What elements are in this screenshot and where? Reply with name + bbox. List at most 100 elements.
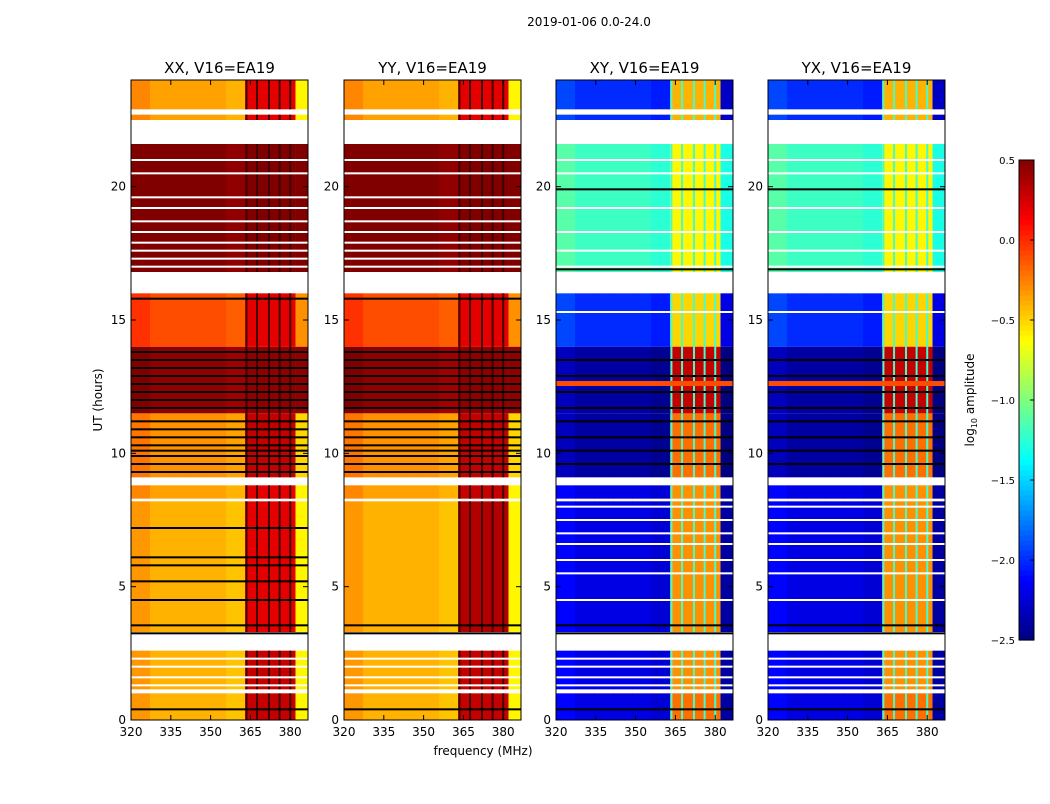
- zero-line: [131, 449, 308, 452]
- heatmap-cell: [932, 413, 945, 478]
- heatmap-cell: [670, 346, 721, 414]
- heatmap-cell: [806, 485, 826, 499]
- heatmap-cell: [632, 485, 652, 499]
- channel-separator: [670, 650, 673, 690]
- colorbar-segment: [1019, 240, 1034, 246]
- zero-line: [131, 599, 308, 601]
- heatmap-cell: [825, 346, 845, 414]
- channel-separator: [904, 650, 907, 690]
- colorbar-segment: [1019, 230, 1034, 236]
- heatmap-cell: [458, 80, 509, 110]
- y-tick-label: 15: [324, 313, 339, 327]
- colorbar-segment: [1019, 375, 1034, 381]
- heatmap-cell: [632, 293, 652, 347]
- colorbar-segment: [1019, 275, 1034, 281]
- colorbar-segment: [1019, 430, 1034, 436]
- colorbar-segment: [1019, 390, 1034, 396]
- heatmap-cell: [226, 485, 246, 499]
- zero-line: [131, 455, 308, 457]
- heatmap-cell: [226, 114, 246, 120]
- zero-line: [344, 449, 521, 452]
- heatmap-cell: [207, 114, 227, 120]
- heatmap-cell: [295, 80, 308, 110]
- heatmap-cell: [882, 650, 933, 690]
- heatmap-cell: [439, 346, 459, 414]
- heatmap-cell: [594, 293, 614, 347]
- channel-separator: [278, 693, 281, 720]
- colorbar-segment: [1019, 220, 1034, 226]
- panel-2: XY, V16=EA19 320 335 350 365 380 0 5 10 15 20: [536, 59, 734, 739]
- channel-separator: [692, 413, 695, 478]
- channel-separator: [267, 114, 270, 120]
- colorbar-segment: [1019, 385, 1034, 391]
- heatmap-cell: [188, 485, 208, 499]
- channel-separator: [893, 413, 896, 478]
- zero-line: [131, 375, 308, 377]
- heatmap-cell: [632, 80, 652, 110]
- zero-line: [768, 449, 945, 452]
- heatmap-cell: [439, 650, 459, 690]
- flagged-line: [131, 257, 308, 260]
- heatmap-cell: [295, 346, 308, 414]
- colorbar-segment: [1019, 585, 1034, 591]
- colorbar-segment: [1019, 260, 1034, 266]
- heatmap-cell: [508, 80, 521, 110]
- channel-separator: [480, 346, 483, 414]
- channel-separator: [714, 693, 717, 720]
- x-tick-label: 335: [372, 725, 395, 739]
- heatmap-cell: [806, 346, 826, 414]
- heatmap-cell: [401, 485, 421, 499]
- zero-line: [131, 367, 308, 369]
- channel-separator: [480, 485, 483, 499]
- heatmap-cell: [806, 693, 826, 720]
- channel-separator: [926, 693, 929, 720]
- heatmap-cell: [188, 346, 208, 414]
- heatmap-cell: [651, 485, 671, 499]
- channel-separator: [714, 293, 717, 347]
- y-tick-label: 10: [748, 446, 763, 460]
- channel-separator: [692, 693, 695, 720]
- x-tick-label: 365: [452, 725, 475, 739]
- channel-separator: [267, 80, 270, 110]
- heatmap-cell: [768, 413, 788, 478]
- zero-line: [131, 708, 308, 711]
- x-tick-label: 365: [239, 725, 262, 739]
- colorbar-tick-label: −1.0: [991, 396, 1015, 407]
- colorbar-segment: [1019, 305, 1034, 311]
- heatmap-cell: [508, 501, 521, 632]
- x-tick-label: 320: [545, 725, 568, 739]
- flagged-line: [768, 532, 945, 535]
- y-tick-label: 5: [118, 580, 126, 594]
- flagged-line: [556, 505, 733, 508]
- channel-separator: [469, 485, 472, 499]
- heatmap-cell: [363, 485, 383, 499]
- colorbar-segment: [1019, 450, 1034, 456]
- colorbar-segment: [1019, 170, 1034, 176]
- heatmap-cell: [613, 413, 633, 478]
- colorbar-segment: [1019, 545, 1034, 551]
- zero-line: [344, 383, 521, 385]
- zero-line: [556, 708, 733, 711]
- heatmap-cell: [401, 114, 421, 120]
- flagged-line: [556, 159, 733, 161]
- heatmap-cell: [575, 485, 595, 499]
- heatmap-cell: [245, 114, 296, 120]
- zero-line: [344, 420, 521, 423]
- heatmap-cell: [169, 114, 189, 120]
- colorbar-segment: [1019, 190, 1034, 196]
- zero-line: [344, 407, 521, 409]
- heatmap-cell: [295, 650, 308, 690]
- channel-separator: [904, 501, 907, 632]
- bright-line: [768, 381, 945, 386]
- heatmap-cell: [169, 693, 189, 720]
- zero-line: [344, 463, 521, 465]
- flagged-line: [131, 159, 308, 161]
- channel-separator: [458, 114, 461, 120]
- channel-separator: [491, 346, 494, 414]
- channel-separator: [714, 501, 717, 632]
- heatmap-cell: [508, 485, 521, 499]
- zero-line: [131, 420, 308, 423]
- channel-separator: [670, 413, 673, 478]
- zero-line: [768, 375, 945, 377]
